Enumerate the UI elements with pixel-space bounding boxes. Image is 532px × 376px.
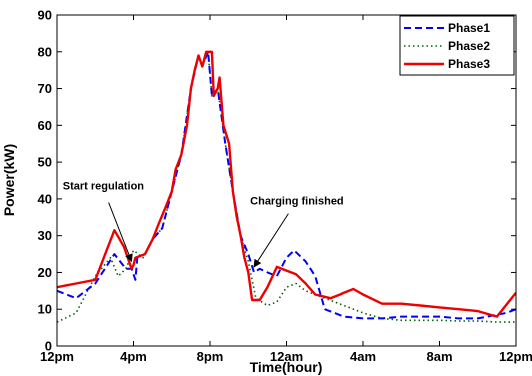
annotation-label: Charging finished — [250, 195, 344, 207]
x-tick-label: 4pm — [120, 349, 147, 364]
y-tick-label: 10 — [38, 302, 52, 317]
x-tick-label: 12am — [270, 349, 303, 364]
y-tick-label: 90 — [38, 8, 52, 23]
y-tick-label: 30 — [38, 228, 52, 243]
legend-label-phase1: Phase1 — [448, 21, 490, 35]
y-axis-title: Power(kW) — [1, 144, 17, 216]
series-layer — [57, 50, 516, 323]
y-tick-label: 40 — [38, 191, 52, 206]
y-tick-label: 0 — [45, 339, 52, 354]
x-tick-label: 12pm — [499, 349, 532, 364]
annotation-label: Start regulation — [63, 181, 145, 193]
legend: Phase1 Phase2 Phase3 — [399, 15, 515, 76]
tick-layer: 0 10 20 30 40 50 60 70 80 90 12pm 4pm 8pm 12am 4am 8am 1… — [38, 8, 532, 365]
series-line-phase3 — [57, 50, 516, 318]
y-tick-label: 60 — [38, 118, 52, 133]
x-tick-label: 4am — [350, 349, 376, 364]
legend-label-phase3: Phase3 — [448, 57, 490, 71]
x-axis-title: Time(hour) — [250, 359, 323, 375]
annotation-arrow — [108, 202, 133, 263]
annotation-arrow — [253, 213, 289, 268]
y-tick-label: 80 — [38, 44, 52, 59]
x-tick-label: 8am — [426, 349, 452, 364]
legend-label-phase2: Phase2 — [448, 39, 490, 53]
y-tick-label: 70 — [38, 81, 52, 96]
annotation-layer: Start regulation Charging finished — [63, 181, 344, 268]
y-tick-label: 20 — [38, 265, 52, 280]
x-tick-label: 12pm — [40, 349, 74, 364]
x-tick-label: 8pm — [197, 349, 224, 364]
y-tick-label: 50 — [38, 155, 52, 170]
